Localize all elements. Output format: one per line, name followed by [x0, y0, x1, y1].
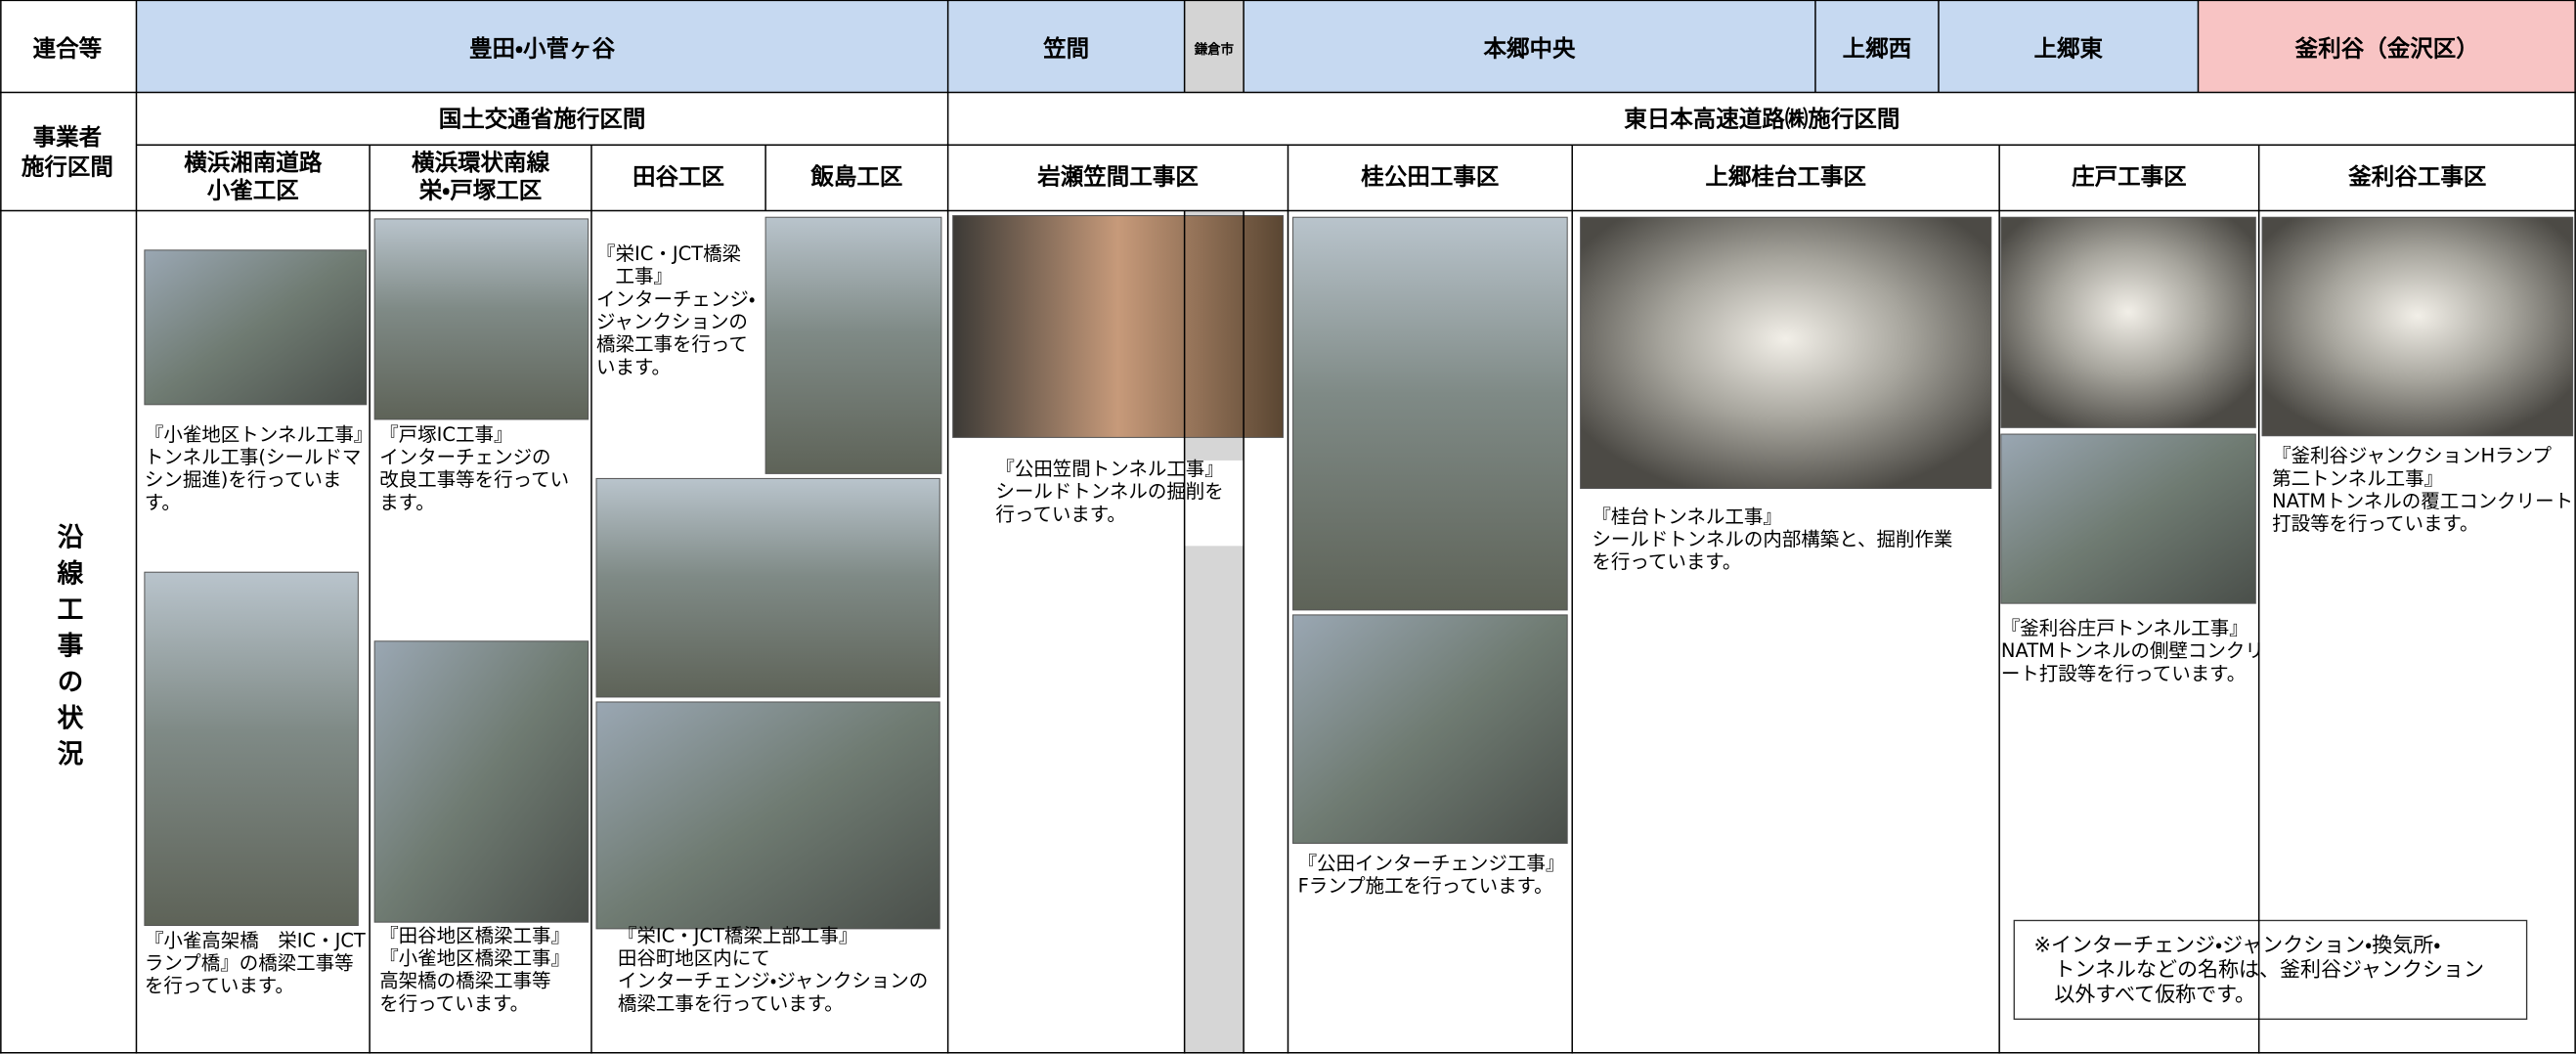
note-line: 以外すべて仮称です。: [2033, 983, 2255, 1006]
photo: [373, 218, 589, 420]
work-area-title: 飯島工区: [809, 162, 902, 190]
work-area-title: 横浜湘南道路: [184, 149, 323, 176]
photo-caption: 橋梁工事を行って: [596, 333, 748, 356]
area-name: 上郷東: [2033, 34, 2103, 62]
photo: [2261, 216, 2574, 437]
photo-caption: トンネル工事(シールドマ: [145, 446, 362, 468]
photo-caption: 『公田インターチェンジ工事』: [1298, 852, 1565, 874]
photo-caption: シールドトンネルの掘削を: [995, 480, 1223, 503]
photo-caption: 打設等を行っています。: [2272, 512, 2478, 535]
photo: [2000, 216, 2256, 428]
photo: [2000, 433, 2256, 604]
work-area-title: 横浜環状南線: [412, 149, 550, 176]
photo: [144, 571, 359, 927]
photo-caption: ート打設等を行っています。: [2001, 662, 2246, 684]
photo-caption: 工事』: [596, 265, 673, 287]
area-cell: [947, 0, 1185, 93]
note-line: ※インターチェンジ・ジャンクション・換気所・: [2033, 933, 2440, 956]
photo-caption: 『小雀高架橋 栄IC・JCT: [145, 929, 366, 951]
photo-caption: を行っています。: [145, 975, 294, 997]
photo-caption: Fランプ施工を行っています。: [1298, 875, 1553, 898]
photo-caption: インターチェンジ・: [596, 287, 756, 310]
section-name: 国土交通省施行区間: [439, 106, 646, 133]
photo-caption: ます。: [379, 491, 435, 513]
photo-caption: す。: [145, 491, 181, 513]
section-name: 東日本高速道路㈱施行区間: [1624, 106, 1899, 133]
area-name: 笠間: [1042, 34, 1089, 62]
note-box: [2013, 919, 2528, 1020]
area-cell: [1814, 0, 1939, 93]
area-name: 本郷中央: [1482, 34, 1576, 62]
photo: [144, 249, 368, 406]
photo-caption: 行っています。: [995, 503, 1125, 525]
photo-caption: 田谷町地区内にて: [618, 947, 770, 970]
area-cell: [2198, 0, 2576, 93]
photo-caption: シン掘進)を行っていま: [145, 468, 341, 491]
photo-caption: 橋梁工事を行っています。: [618, 992, 844, 1015]
area-name: 釜利谷（金沢区）: [2294, 34, 2479, 62]
row-label: 施行区間: [22, 153, 113, 180]
photo: [595, 477, 940, 698]
photo: [373, 640, 589, 923]
photo-caption: ジャンクションの: [596, 310, 748, 332]
photo-caption: 『公田笠間トンネル工事』: [995, 458, 1223, 480]
area-cell: [1244, 0, 1815, 93]
caption-box: [985, 460, 1244, 547]
work-area-title: 上郷桂台工事区: [1705, 162, 1866, 190]
area-cell: [136, 0, 948, 93]
work-area-title: 小雀工区: [207, 177, 299, 204]
photo-caption: 高架橋の橋梁工事等: [379, 970, 550, 992]
work-area-title: 田谷工区: [633, 162, 724, 190]
photo: [1580, 216, 1992, 490]
photo-caption: 『田谷地区橋梁工事』: [379, 924, 570, 946]
area-name: 上郷西: [1843, 34, 1912, 62]
row-label-vertical: 沿線工事の状況: [52, 522, 82, 775]
area-cell: [1938, 0, 2199, 93]
photo-caption: インターチェンジの: [379, 446, 550, 468]
photo-caption: います。: [596, 356, 671, 378]
photo: [764, 216, 942, 474]
photo-caption: 第二トンネル工事』: [2272, 467, 2443, 490]
photo-caption: NATMトンネルの覆工コンクリート: [2272, 490, 2573, 512]
photo-caption: 『桂台トンネル工事』: [1592, 505, 1781, 528]
photo-caption: 『栄IC・JCT橋梁: [596, 242, 741, 265]
photo-caption: 『戸塚IC工事』: [379, 423, 512, 446]
area-name: 鎌倉市: [1194, 41, 1235, 58]
area-name: 豊田・小菅ヶ谷: [469, 34, 616, 62]
photo: [595, 701, 940, 930]
photo-caption: NATMトンネルの側壁コンクリ: [2001, 639, 2264, 662]
work-area-title: 岩瀬笠間工事区: [1036, 162, 1199, 190]
work-area-title: 庄戸工事区: [2072, 162, 2187, 190]
photo: [952, 215, 1284, 438]
work-area-title: 栄・戸塚工区: [419, 177, 543, 204]
photo-caption: 『釜利谷庄戸トンネル工事』: [2001, 617, 2249, 639]
photo-caption: インターチェンジ・ジャンクションの: [618, 970, 928, 992]
row-label: 事業者: [33, 123, 103, 151]
photo-caption: 『栄IC・JCT橋梁上部工事』: [618, 924, 857, 946]
row-label: 連合等: [33, 34, 103, 62]
photo-caption: ランプ橋』の橋梁工事等: [145, 952, 354, 975]
work-area-title: 桂公田工事区: [1361, 162, 1499, 190]
photo-caption: 『小雀地区トンネル工事』: [145, 423, 372, 446]
photo-caption: 改良工事等を行ってい: [379, 468, 569, 491]
photo-caption: 『釜利谷ジャンクションHランプ: [2272, 445, 2552, 467]
photo-caption: を行っています。: [379, 992, 529, 1015]
photo: [1292, 216, 1568, 611]
area-cell: [1184, 0, 1244, 93]
photo-caption: シールドトンネルの内部構築と、掘削作業: [1592, 528, 1952, 550]
work-area-title: 釜利谷工事区: [2347, 162, 2486, 190]
photo: [1292, 614, 1568, 844]
photo-caption: を行っています。: [1592, 550, 1741, 573]
photo-caption: 『小雀地区橋梁工事』: [379, 947, 570, 970]
